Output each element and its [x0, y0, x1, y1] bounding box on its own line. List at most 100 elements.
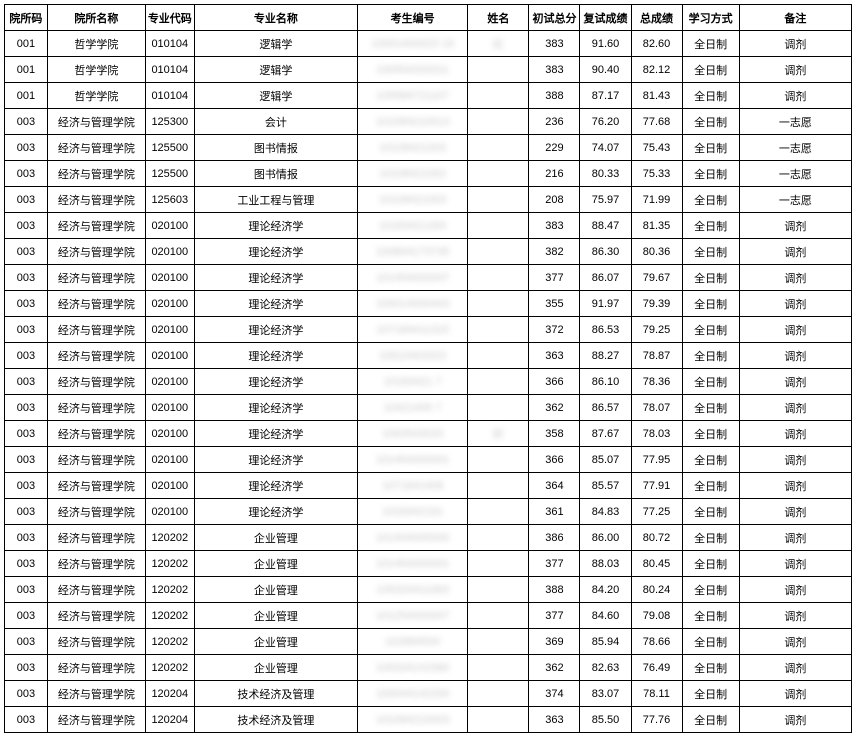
cell — [468, 473, 529, 499]
cell: 全日制 — [682, 213, 739, 239]
table-row: 001哲学学院010104逻辑学10055433331138390.4082.1… — [5, 57, 852, 83]
cell: 调剂 — [739, 239, 851, 265]
cell: 全日制 — [682, 629, 739, 655]
cell: 120202 — [145, 655, 194, 681]
cell: 经济与管理学院 — [47, 213, 145, 239]
redacted-text: 1071841408 — [382, 480, 443, 492]
redacted-text: 105334141580 — [376, 662, 449, 674]
redacted-text: 101454000001 — [376, 558, 449, 570]
cell: 003 — [5, 213, 48, 239]
cell: 10183421293 — [358, 213, 468, 239]
cell: 010104 — [145, 31, 194, 57]
cell — [468, 707, 529, 733]
cell — [468, 83, 529, 109]
cell: 理论经济学 — [194, 265, 357, 291]
cell: 全日制 — [682, 369, 739, 395]
cell: 388 — [529, 577, 580, 603]
redacted-text: 10421405 7 — [384, 402, 442, 414]
cell: 383 — [529, 57, 580, 83]
cell: 调剂 — [739, 265, 851, 291]
table-row: 001哲学学院010104逻辑学10558472110738887.1781.4… — [5, 83, 852, 109]
cell: 全日制 — [682, 655, 739, 681]
cell: 图书情报 — [194, 161, 357, 187]
cell — [468, 655, 529, 681]
table-row: 003经济与管理学院125500图书情报1010842100322974.077… — [5, 135, 852, 161]
cell: 100044142200 — [358, 681, 468, 707]
cell: 10108421003 — [358, 187, 468, 213]
cell: 208 — [529, 187, 580, 213]
data-table: 院所码院所名称专业代码专业名称考生编号姓名初试总分复试成绩总成绩学习方式备注 0… — [4, 4, 852, 733]
cell: 88.27 — [580, 343, 631, 369]
cell: 76.20 — [580, 109, 631, 135]
cell: 经济与管理学院 — [47, 395, 145, 421]
cell: 10108421003 — [358, 135, 468, 161]
table-body: 001哲学学院010104逻辑学10001400023 19 红38391.60… — [5, 31, 852, 733]
cell: 79.39 — [631, 291, 682, 317]
cell: 全日制 — [682, 681, 739, 707]
cell: 003 — [5, 317, 48, 343]
cell: 74.07 — [580, 135, 631, 161]
redacted-text: 100554333311 — [376, 64, 449, 76]
col-header-5: 姓名 — [468, 5, 529, 31]
cell: 374 — [529, 681, 580, 707]
cell: 361 — [529, 499, 580, 525]
cell: 1063543033 — [358, 421, 468, 447]
cell: 010104 — [145, 83, 194, 109]
cell — [468, 499, 529, 525]
cell: 调剂 — [739, 499, 851, 525]
cell: 调剂 — [739, 369, 851, 395]
cell — [468, 629, 529, 655]
cell: 全日制 — [682, 551, 739, 577]
cell: 125500 — [145, 161, 194, 187]
cell: 101254000007 — [358, 603, 468, 629]
cell — [468, 343, 529, 369]
cell: 78.66 — [631, 629, 682, 655]
cell: 79.08 — [631, 603, 682, 629]
cell: 003 — [5, 421, 48, 447]
cell: 80.33 — [580, 161, 631, 187]
cell — [468, 265, 529, 291]
cell: 003 — [5, 265, 48, 291]
table-row: 003经济与管理学院125603工业工程与管理1010842100320875.… — [5, 187, 852, 213]
table-row: 003经济与管理学院020100理论经济学1018342129338388.47… — [5, 213, 852, 239]
cell: 86.57 — [580, 395, 631, 421]
cell: 经济与管理学院 — [47, 603, 145, 629]
cell: 逻辑学 — [194, 83, 357, 109]
cell: 75.43 — [631, 135, 682, 161]
cell: 经济与管理学院 — [47, 421, 145, 447]
cell: 经济与管理学院 — [47, 707, 145, 733]
cell: 78.36 — [631, 369, 682, 395]
col-header-9: 学习方式 — [682, 5, 739, 31]
table-row: 003经济与管理学院120204技术经济及管理10004414220037483… — [5, 681, 852, 707]
cell: 调剂 — [739, 317, 851, 343]
cell: 10108421002 — [358, 161, 468, 187]
cell: 全日制 — [682, 57, 739, 83]
cell: 企业管理 — [194, 551, 357, 577]
cell: 80.24 — [631, 577, 682, 603]
cell — [468, 395, 529, 421]
cell: 全日制 — [682, 707, 739, 733]
cell: 一志愿 — [739, 109, 851, 135]
table-row: 003经济与管理学院020100理论经济学10145400000136685.0… — [5, 447, 852, 473]
cell — [468, 681, 529, 707]
cell: 理论经济学 — [194, 317, 357, 343]
col-header-4: 考生编号 — [358, 5, 468, 31]
cell: 企业管理 — [194, 577, 357, 603]
cell: 理论经济学 — [194, 447, 357, 473]
table-row: 003经济与管理学院020100理论经济学10145400000737786.0… — [5, 265, 852, 291]
cell: 81.43 — [631, 83, 682, 109]
cell — [468, 317, 529, 343]
redacted-text: 红 — [493, 39, 504, 51]
cell: 78.07 — [631, 395, 682, 421]
cell: 78.87 — [631, 343, 682, 369]
cell: 020100 — [145, 265, 194, 291]
cell: 经济与管理学院 — [47, 655, 145, 681]
cell: 78.11 — [631, 681, 682, 707]
redacted-text: 轩 — [493, 429, 504, 441]
cell: 120202 — [145, 525, 194, 551]
table-header: 院所码院所名称专业代码专业名称考生编号姓名初试总分复试成绩总成绩学习方式备注 — [5, 5, 852, 31]
cell: 88.03 — [580, 551, 631, 577]
cell: 100804173735 — [358, 239, 468, 265]
cell: 86.30 — [580, 239, 631, 265]
col-header-8: 总成绩 — [631, 5, 682, 31]
